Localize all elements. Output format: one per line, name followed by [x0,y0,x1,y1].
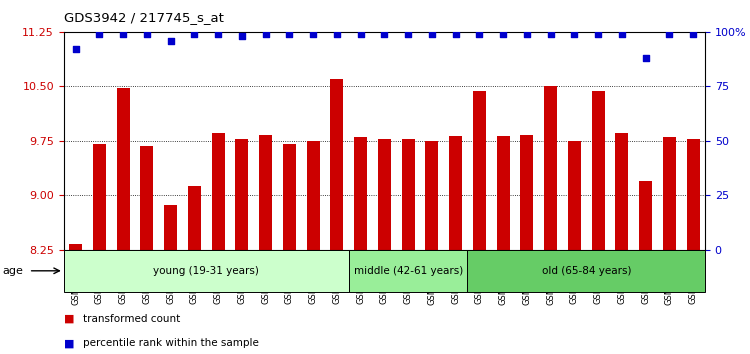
Bar [449,136,462,250]
Point [284,31,296,37]
Bar [283,144,296,250]
Bar [307,141,320,250]
Point [663,31,675,37]
Bar [686,138,700,250]
Bar [496,136,510,250]
Point [592,31,604,37]
Bar [330,79,344,250]
Text: ■: ■ [64,314,74,324]
Point [544,31,556,37]
Bar [259,135,272,250]
Bar [93,144,106,250]
Bar [378,138,391,250]
Text: age: age [2,266,23,276]
Point [616,31,628,37]
Point [308,31,320,37]
Bar [69,244,82,250]
Point [378,31,390,37]
Point [70,46,82,52]
Point [260,31,272,37]
Point [426,31,438,37]
Text: percentile rank within the sample: percentile rank within the sample [82,338,258,348]
Bar [354,137,368,250]
Point [497,31,509,37]
Point [93,31,105,37]
Bar [211,133,225,250]
Text: young (19-31 years): young (19-31 years) [153,266,260,276]
Bar [592,91,604,250]
Point [236,33,248,39]
Bar [520,135,533,250]
Text: middle (42-61 years): middle (42-61 years) [353,266,463,276]
Point [164,38,177,44]
Point [687,31,699,37]
Bar [663,137,676,250]
Point [141,31,153,37]
Bar [140,146,154,250]
Point [520,31,532,37]
Bar [188,187,201,250]
Bar [236,138,248,250]
Bar [615,133,628,250]
Bar [544,86,557,250]
Point [212,31,224,37]
Bar [639,181,652,250]
Bar [164,205,177,250]
Text: transformed count: transformed count [82,314,180,324]
Bar [472,91,486,250]
Point [117,31,129,37]
Bar [116,88,130,250]
Text: ■: ■ [64,338,74,348]
Bar [401,139,415,250]
Point [449,31,461,37]
Text: old (65-84 years): old (65-84 years) [542,266,631,276]
Point [188,31,200,37]
Point [331,31,343,37]
Point [568,31,580,37]
Bar [568,141,581,250]
Point [355,31,367,37]
Point [402,31,414,37]
Bar [425,141,439,250]
Text: GDS3942 / 217745_s_at: GDS3942 / 217745_s_at [64,11,223,24]
Point [640,55,652,61]
Point [473,31,485,37]
